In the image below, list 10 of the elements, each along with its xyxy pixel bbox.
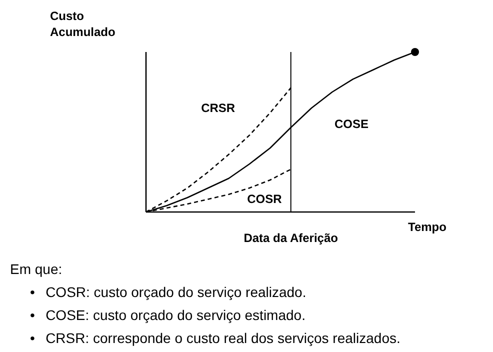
text: • COSR: custo orçado do serviço realizado. xyxy=(29,283,308,302)
text: • CRSR: corresponde o custo real dos serviços realizados. xyxy=(29,329,400,348)
x-axis-title: Tempo xyxy=(408,220,446,234)
y-axis-title: Custo Acumulado xyxy=(50,8,116,40)
series-label: COSE xyxy=(334,117,369,131)
text: CRSR xyxy=(201,101,236,115)
text: Data da Aferição xyxy=(244,231,338,245)
text: • COSE: custo orçado do serviço estimado. xyxy=(29,306,306,325)
text: Em que: xyxy=(10,260,64,279)
series-label: COSR xyxy=(247,192,282,206)
